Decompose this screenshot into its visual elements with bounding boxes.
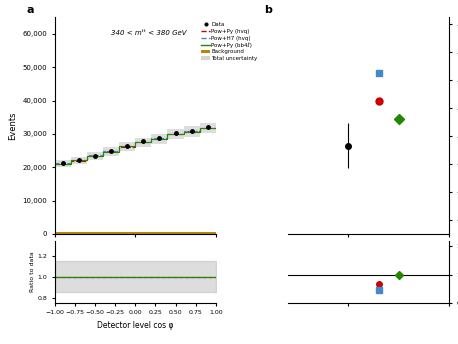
Text: 340 < mᵗᵗ < 380 GeV: 340 < mᵗᵗ < 380 GeV bbox=[111, 30, 187, 35]
Y-axis label: Events: Events bbox=[8, 111, 17, 140]
X-axis label: Detector level cos φ: Detector level cos φ bbox=[97, 321, 174, 330]
Text: a: a bbox=[26, 5, 33, 15]
Y-axis label: Ratio to data: Ratio to data bbox=[30, 251, 35, 292]
Legend: Data, Pow+Py (hvq), Pow+H7 (hvq), Pow+Py (bb4ℓ), Background, Total uncertainty: Data, Pow+Py (hvq), Pow+H7 (hvq), Pow+Py… bbox=[199, 20, 260, 63]
Text: b: b bbox=[264, 5, 272, 15]
